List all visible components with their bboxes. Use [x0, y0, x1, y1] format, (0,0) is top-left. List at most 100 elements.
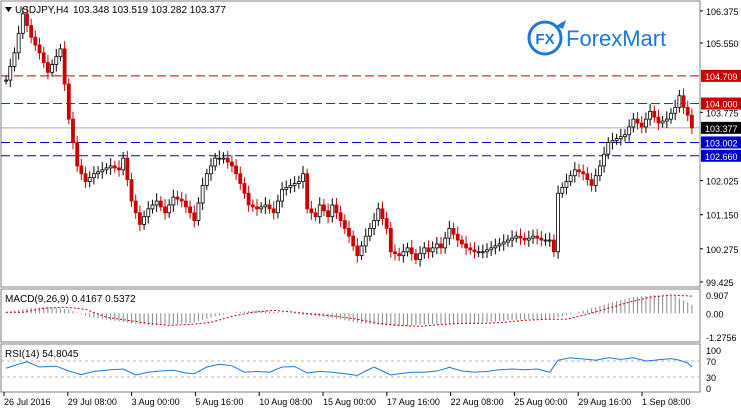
- candle-body[interactable]: [430, 247, 435, 253]
- candle-body[interactable]: [602, 153, 606, 167]
- candle-body[interactable]: [259, 206, 264, 210]
- candle-body[interactable]: [660, 120, 665, 124]
- candle-body[interactable]: [514, 235, 519, 239]
- candle-body[interactable]: [572, 169, 577, 177]
- candle-body[interactable]: [83, 173, 88, 182]
- candle-body[interactable]: [388, 227, 393, 253]
- candle-body[interactable]: [614, 138, 619, 141]
- candle-body[interactable]: [292, 183, 297, 186]
- candle-body[interactable]: [204, 173, 209, 186]
- candle-body[interactable]: [556, 192, 560, 253]
- candle-body[interactable]: [50, 64, 54, 73]
- candle-body[interactable]: [347, 227, 351, 237]
- candle-body[interactable]: [422, 247, 427, 255]
- candle-body[interactable]: [610, 140, 615, 143]
- candle-body[interactable]: [639, 122, 644, 128]
- candle-body[interactable]: [644, 118, 648, 128]
- candle-body[interactable]: [217, 157, 222, 160]
- candle-body[interactable]: [359, 245, 364, 257]
- candle-body[interactable]: [263, 204, 268, 208]
- candle-body[interactable]: [184, 200, 188, 208]
- candle-body[interactable]: [288, 185, 293, 188]
- candle-body[interactable]: [480, 251, 485, 254]
- candle-body[interactable]: [238, 173, 243, 184]
- candle-body[interactable]: [677, 95, 682, 108]
- candle-body[interactable]: [71, 118, 75, 143]
- candle-body[interactable]: [510, 237, 514, 241]
- candle-body[interactable]: [125, 157, 130, 180]
- macd-pane[interactable]: [0, 288, 701, 343]
- candle-body[interactable]: [518, 235, 523, 239]
- candle-body[interactable]: [543, 239, 548, 242]
- candle-body[interactable]: [531, 235, 535, 239]
- candle-body[interactable]: [685, 107, 690, 116]
- candle-body[interactable]: [552, 239, 556, 253]
- candle-body[interactable]: [393, 251, 397, 255]
- candle-body[interactable]: [33, 36, 38, 46]
- candle-body[interactable]: [355, 245, 360, 257]
- candle-body[interactable]: [75, 142, 80, 167]
- candle-body[interactable]: [451, 227, 456, 235]
- candle-body[interactable]: [209, 165, 213, 175]
- candle-body[interactable]: [284, 186, 289, 190]
- candle-body[interactable]: [405, 247, 410, 253]
- candle-body[interactable]: [539, 237, 544, 241]
- candle-body[interactable]: [418, 253, 422, 260]
- candle-body[interactable]: [623, 134, 627, 138]
- candle-body[interactable]: [158, 200, 163, 208]
- candle-body[interactable]: [326, 210, 330, 218]
- candle-body[interactable]: [16, 32, 21, 54]
- candle-body[interactable]: [4, 79, 8, 82]
- candle-body[interactable]: [12, 52, 17, 67]
- candle-body[interactable]: [230, 161, 234, 167]
- candle-body[interactable]: [150, 204, 155, 210]
- candle-body[interactable]: [87, 177, 92, 182]
- candle-body[interactable]: [652, 110, 657, 118]
- candle-body[interactable]: [276, 200, 280, 214]
- candle-body[interactable]: [618, 136, 623, 140]
- candle-body[interactable]: [66, 83, 71, 120]
- candle-body[interactable]: [568, 175, 573, 182]
- candle-body[interactable]: [121, 157, 126, 171]
- candle-body[interactable]: [472, 249, 477, 253]
- candle-body[interactable]: [681, 95, 686, 108]
- candle-body[interactable]: [409, 247, 414, 255]
- candle-body[interactable]: [664, 118, 669, 122]
- candle-body[interactable]: [37, 44, 42, 54]
- candle-body[interactable]: [401, 251, 406, 257]
- candle-body[interactable]: [330, 204, 335, 218]
- candle-body[interactable]: [434, 243, 439, 249]
- candle-body[interactable]: [501, 241, 506, 245]
- candle-body[interactable]: [301, 173, 305, 182]
- candle-body[interactable]: [334, 204, 339, 214]
- candle-body[interactable]: [20, 13, 25, 34]
- candle-body[interactable]: [560, 186, 565, 194]
- candle-body[interactable]: [577, 169, 581, 173]
- candle-body[interactable]: [372, 220, 376, 229]
- candle-body[interactable]: [179, 198, 184, 202]
- candle-body[interactable]: [305, 173, 310, 210]
- candle-body[interactable]: [522, 237, 527, 241]
- candle-body[interactable]: [8, 66, 13, 81]
- candle-body[interactable]: [200, 185, 205, 204]
- candle-body[interactable]: [46, 62, 50, 73]
- candle-body[interactable]: [447, 227, 452, 239]
- candle-body[interactable]: [464, 243, 468, 249]
- candle-body[interactable]: [690, 114, 694, 129]
- candle-body[interactable]: [96, 171, 100, 175]
- candle-body[interactable]: [92, 173, 96, 179]
- candle-body[interactable]: [493, 245, 498, 249]
- candle-body[interactable]: [631, 118, 636, 128]
- price-pane[interactable]: [0, 0, 701, 288]
- candle-body[interactable]: [29, 25, 34, 38]
- candle-body[interactable]: [213, 157, 218, 167]
- candle-body[interactable]: [54, 56, 59, 65]
- candle-body[interactable]: [443, 237, 448, 249]
- candle-body[interactable]: [547, 239, 552, 242]
- candle-body[interactable]: [673, 107, 678, 114]
- candle-body[interactable]: [535, 235, 540, 239]
- candle-body[interactable]: [234, 165, 238, 175]
- candle-body[interactable]: [342, 220, 347, 229]
- candle-body[interactable]: [526, 237, 531, 241]
